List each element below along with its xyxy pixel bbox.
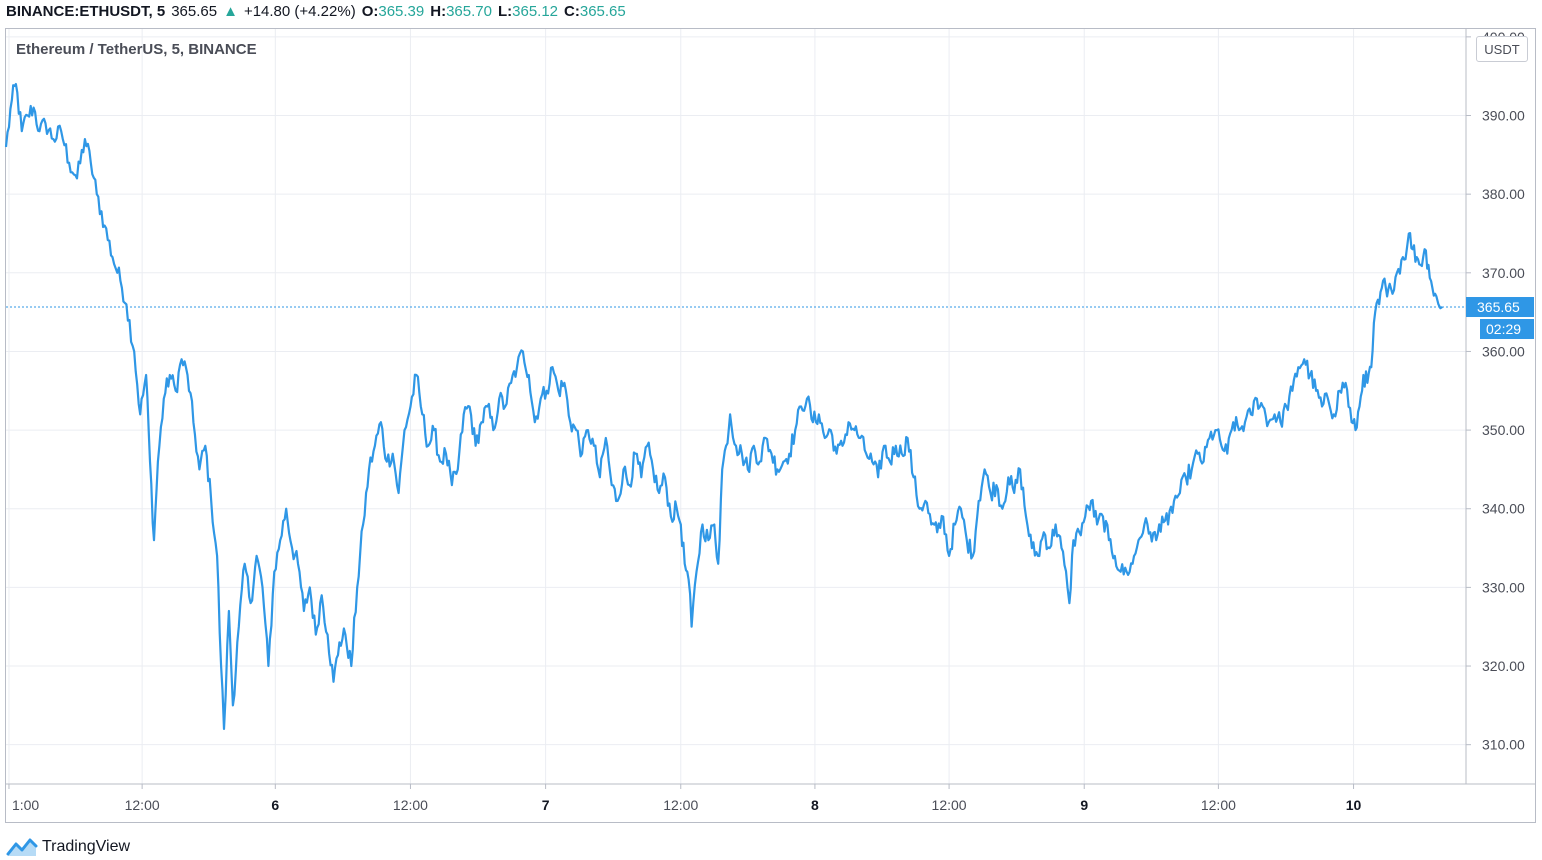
x-tick-label: 12:00 [393, 797, 428, 813]
up-arrow-icon: ▲ [223, 2, 238, 20]
series-layer [4, 83, 1443, 730]
last-price-badge-label: 365.65 [1477, 299, 1520, 315]
axes [6, 29, 1535, 785]
x-tick-label: 1:00 [12, 797, 39, 813]
high-value: 365.70 [446, 2, 492, 20]
x-tick-label: 6 [271, 797, 279, 813]
x-tick-label: 12:00 [1201, 797, 1236, 813]
open-label: O: [361, 2, 379, 20]
last-price-badge [1466, 297, 1534, 318]
high-label: H: [430, 2, 447, 20]
y-tick-label: 390.00 [1482, 108, 1525, 124]
y-tick-label: 330.00 [1482, 579, 1525, 595]
y-tick-label: 350.00 [1482, 422, 1525, 438]
x-tick-label: 8 [811, 797, 819, 813]
x-axis-ticks: 1:00 12:00 6 12:00 7 12:00 8 12:00 9 12:00 10 [8, 784, 1362, 813]
chart-frame [5, 28, 1536, 823]
last-price-badges: 365.65 02:29 [1466, 297, 1534, 340]
close-value: 365.65 [579, 2, 626, 20]
low-value: 365.12 [512, 2, 559, 20]
x-tick-label: 12:00 [125, 797, 160, 813]
symbol-name[interactable]: BINANCE:ETHUSDT, 5 [6, 2, 166, 20]
x-tick-label: 12:00 [663, 797, 698, 813]
brand-name: TradingView [42, 838, 131, 855]
price-series-line[interactable] [4, 83, 1443, 730]
price-change: +14.80 (+4.22%) [243, 2, 356, 20]
open-value: 365.39 [378, 2, 425, 20]
currency-unit-button[interactable]: USDT [1476, 36, 1528, 62]
low-label: L: [497, 2, 513, 20]
x-tick-label: 12:00 [932, 797, 967, 813]
symbol-legend: BINANCE:ETHUSDT, 5 365.65 ▲ +14.80 (+4.2… [6, 1, 626, 21]
x-tick-label: 7 [542, 797, 550, 813]
last-price: 365.65 [171, 2, 218, 20]
countdown-badge [1480, 319, 1534, 340]
chart-subtitle: Ethereum / TetherUS, 5, BINANCE [16, 41, 257, 58]
tradingview-icon [6, 838, 38, 856]
y-tick-label: 380.00 [1482, 186, 1525, 202]
x-tick-label: 9 [1080, 797, 1088, 813]
y-tick-label: 320.00 [1482, 658, 1525, 674]
y-tick-label: 340.00 [1482, 501, 1525, 517]
y-tick-label: 370.00 [1482, 265, 1525, 281]
countdown-label: 02:29 [1486, 321, 1521, 337]
y-tick-label: 360.00 [1482, 343, 1525, 359]
y-tick-label: 310.00 [1482, 737, 1525, 753]
grid-lines [6, 29, 1466, 784]
close-label: C: [564, 2, 580, 20]
x-tick-label: 10 [1346, 797, 1362, 813]
tradingview-logo[interactable]: TradingView [6, 836, 130, 858]
y-axis-ticks: 400.00390.00380.00370.00360.00350.00340.… [1466, 29, 1525, 753]
